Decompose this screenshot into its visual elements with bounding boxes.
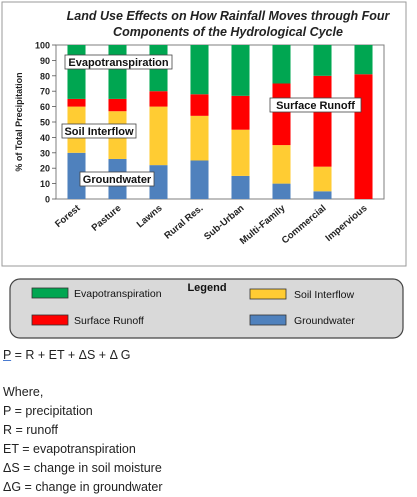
bar-segment-groundwater	[231, 175, 250, 199]
bar-segment-soil-interflow	[231, 129, 250, 176]
bar-segment-surface-runoff	[190, 94, 209, 116]
bar-segment-groundwater	[67, 152, 86, 199]
bar-segment-groundwater	[272, 183, 291, 199]
bar-segment-soil-interflow	[272, 145, 291, 184]
annotation-surface-runoff-text: Surface Runoff	[276, 100, 355, 112]
annotation-soil-interflow-text: Soil Interflow	[64, 126, 134, 138]
equation-rest: = R + ET + ΔS + Δ G	[11, 348, 131, 362]
legend-label-soil-interflow: Soil Interflow	[294, 289, 355, 301]
bar-segment-evapotranspiration	[354, 45, 373, 75]
chart-figure: Land Use Effects on How Rainfall Moves t…	[1, 1, 407, 339]
bar-segment-evapotranspiration	[272, 45, 291, 84]
bar-segment-soil-interflow	[190, 115, 209, 161]
definition-evapotranspiration: ET = evapotranspiration	[3, 442, 136, 456]
bar-segment-groundwater	[190, 160, 209, 199]
y-axis: 0 10 20 30 40 50 60 70 80 90 100	[35, 41, 56, 205]
y-tick-label: 70	[40, 87, 50, 97]
y-tick-label: 30	[40, 148, 50, 158]
legend-swatch-groundwater	[249, 314, 287, 326]
annotation-evapotranspiration-text: Evapotranspiration	[68, 57, 169, 69]
bar-segment-surface-runoff	[354, 74, 373, 199]
legend-box	[9, 278, 404, 339]
annotation-groundwater-text: Groundwater	[83, 174, 152, 186]
definition-groundwater: ΔG = change in groundwater	[3, 480, 163, 494]
legend-swatch-surface-runoff	[31, 314, 69, 326]
y-axis-label: % of Total Precipitation	[14, 72, 24, 171]
y-tick-label: 90	[40, 56, 50, 66]
equation-notes: P = R + ET + ΔS + Δ G Where, P = precipi…	[3, 346, 413, 497]
y-tick-label: 0	[45, 195, 50, 205]
bar-segment-groundwater	[313, 191, 332, 199]
bar-segment-soil-interflow	[149, 106, 168, 166]
bar-segment-surface-runoff	[108, 98, 127, 112]
legend-title: Legend	[187, 282, 226, 294]
legend-label-groundwater: Groundwater	[294, 315, 355, 327]
legend-swatch-evapotranspiration	[31, 287, 69, 299]
y-tick-label: 80	[40, 71, 50, 81]
bar-segment-surface-runoff	[231, 95, 250, 130]
bar-segment-evapotranspiration	[190, 45, 209, 95]
chart-title-line-1: Land Use Effects on How Rainfall Moves t…	[67, 9, 391, 23]
definition-soil-moisture: ΔS = change in soil moisture	[3, 461, 162, 475]
bar-segment-surface-runoff	[272, 83, 291, 146]
y-tick-label: 20	[40, 164, 50, 174]
bar-segment-evapotranspiration	[108, 45, 127, 99]
chart-title-line-2: Components of the Hydrological Cycle	[113, 25, 343, 39]
bar-segment-evapotranspiration	[67, 45, 86, 99]
y-tick-label: 50	[40, 118, 50, 128]
y-tick-label: 60	[40, 102, 50, 112]
legend-label-evapotranspiration: Evapotranspiration	[74, 288, 162, 300]
y-tick-label: 100	[35, 41, 50, 51]
annotation-evapotranspiration: Evapotranspiration	[64, 54, 173, 70]
water-balance-equation: P = R + ET + ΔS + Δ G	[3, 346, 413, 365]
y-tick-label: 40	[40, 133, 50, 143]
bar-segment-evapotranspiration	[231, 45, 250, 96]
bar-segment-surface-runoff	[313, 75, 332, 167]
where-label: Where,	[3, 385, 44, 399]
bar-segment-surface-runoff	[67, 98, 86, 107]
legend: Legend Evapotranspiration Soil Interflow…	[9, 278, 404, 339]
bar-segment-evapotranspiration	[313, 45, 332, 76]
bar-segment-soil-interflow	[313, 166, 332, 192]
y-tick-label: 10	[40, 179, 50, 189]
annotation-groundwater: Groundwater	[79, 171, 155, 187]
legend-label-surface-runoff: Surface Runoff	[74, 315, 144, 327]
annotation-surface-runoff: Surface Runoff	[269, 97, 362, 113]
legend-swatch-soil-interflow	[249, 288, 287, 300]
bar-segment-surface-runoff	[149, 91, 168, 107]
definition-precipitation: P = precipitation	[3, 404, 93, 418]
equation-p: P	[3, 348, 12, 362]
annotation-soil-interflow: Soil Interflow	[61, 123, 137, 139]
definition-runoff: R = runoff	[3, 423, 59, 437]
